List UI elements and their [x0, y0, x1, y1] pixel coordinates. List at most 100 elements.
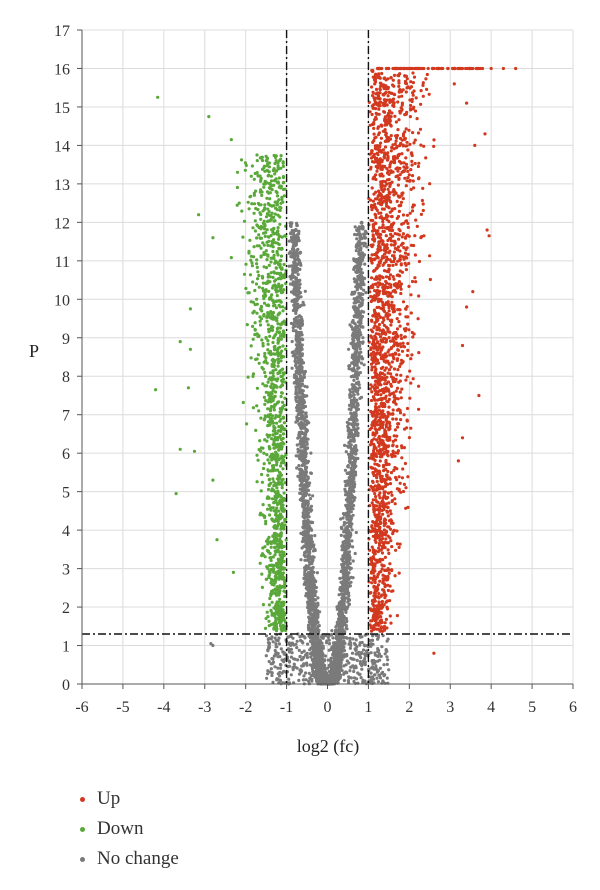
- point-up: [422, 144, 426, 148]
- point-up: [408, 107, 413, 111]
- point-no-change: [349, 450, 353, 454]
- point-no-change: [352, 336, 356, 340]
- point-no-change: [296, 305, 300, 309]
- point-no-change: [303, 636, 307, 640]
- point-up: [391, 417, 395, 421]
- point-no-change: [357, 359, 361, 363]
- point-up: [377, 112, 381, 116]
- point-no-change: [355, 375, 359, 379]
- point-up: [371, 330, 375, 334]
- point-up: [370, 186, 374, 190]
- point-no-change: [350, 355, 354, 359]
- point-no-change: [294, 228, 298, 232]
- point-no-change: [347, 432, 351, 436]
- point-up: [413, 109, 418, 113]
- point-up: [405, 256, 409, 260]
- point-no-change: [317, 656, 321, 660]
- point-up: [404, 378, 408, 382]
- point-no-change: [373, 651, 377, 655]
- point-up: [397, 209, 401, 213]
- point-no-change: [349, 341, 353, 346]
- point-up: [376, 469, 380, 473]
- point-no-change: [360, 355, 364, 359]
- point-up: [399, 418, 403, 422]
- point-no-change: [298, 471, 302, 475]
- point-no-change: [266, 637, 270, 642]
- point-no-change: [293, 298, 297, 303]
- point-no-change: [299, 407, 303, 411]
- point-up: [393, 502, 397, 506]
- point-up: [403, 74, 407, 78]
- point-up: [397, 79, 401, 83]
- point-up: [409, 85, 414, 89]
- point-no-change: [266, 669, 270, 673]
- point-up: [385, 605, 389, 609]
- point-no-change: [294, 387, 298, 391]
- point-no-change: [362, 243, 366, 247]
- point-no-change: [292, 260, 296, 265]
- point-up: [416, 317, 420, 321]
- point-up: [373, 467, 377, 471]
- point-no-change: [313, 619, 317, 623]
- point-no-change: [293, 319, 297, 323]
- point-no-change: [292, 643, 296, 647]
- point-no-change: [361, 336, 365, 340]
- point-no-change: [331, 641, 336, 645]
- point-no-change: [290, 264, 294, 268]
- point-no-change: [352, 400, 356, 404]
- point-no-change: [350, 482, 354, 486]
- point-no-change: [348, 364, 352, 368]
- point-no-change: [351, 318, 355, 323]
- point-no-change: [340, 596, 344, 600]
- point-no-change: [264, 654, 268, 658]
- point-up: [410, 99, 414, 104]
- point-up: [391, 275, 395, 279]
- point-no-change: [307, 628, 311, 632]
- point-no-change: [331, 636, 335, 640]
- point-no-change: [303, 455, 307, 459]
- point-no-change: [329, 647, 333, 652]
- point-no-change: [292, 662, 296, 666]
- point-no-change: [298, 379, 303, 383]
- point-no-change: [303, 404, 308, 409]
- point-no-change: [299, 452, 303, 456]
- point-no-change: [358, 273, 362, 278]
- point-no-change: [297, 372, 301, 376]
- point-no-change: [355, 228, 359, 233]
- point-no-change: [300, 401, 304, 405]
- point-no-change: [355, 407, 359, 411]
- point-no-change: [359, 635, 363, 639]
- point-up: [401, 197, 405, 201]
- point-no-change: [308, 663, 312, 667]
- point-up: [413, 253, 417, 257]
- point-no-change: [314, 628, 318, 632]
- point-no-change: [278, 655, 282, 659]
- point-no-change: [348, 515, 352, 519]
- point-no-change: [335, 607, 339, 611]
- point-no-change: [299, 445, 303, 449]
- point-no-change: [374, 666, 378, 670]
- point-up: [391, 444, 395, 448]
- point-up: [389, 149, 393, 153]
- point-no-change: [298, 449, 302, 453]
- point-no-change: [296, 297, 300, 301]
- point-no-change: [302, 444, 306, 449]
- point-up: [400, 94, 404, 98]
- point-no-change: [309, 612, 313, 616]
- point-no-change: [304, 499, 308, 503]
- point-up: [395, 529, 399, 533]
- point-no-change: [361, 276, 365, 280]
- point-no-change: [334, 659, 338, 663]
- point-no-change: [357, 366, 361, 370]
- point-no-change: [361, 662, 365, 666]
- point-up: [382, 229, 386, 234]
- point-up: [381, 588, 385, 592]
- point-no-change: [352, 314, 356, 318]
- point-no-change: [343, 479, 347, 484]
- point-no-change: [312, 673, 316, 677]
- point-no-change: [354, 299, 358, 304]
- point-up: [389, 260, 394, 264]
- point-no-change: [296, 447, 300, 451]
- point-no-change: [308, 579, 312, 583]
- point-no-change: [311, 494, 315, 498]
